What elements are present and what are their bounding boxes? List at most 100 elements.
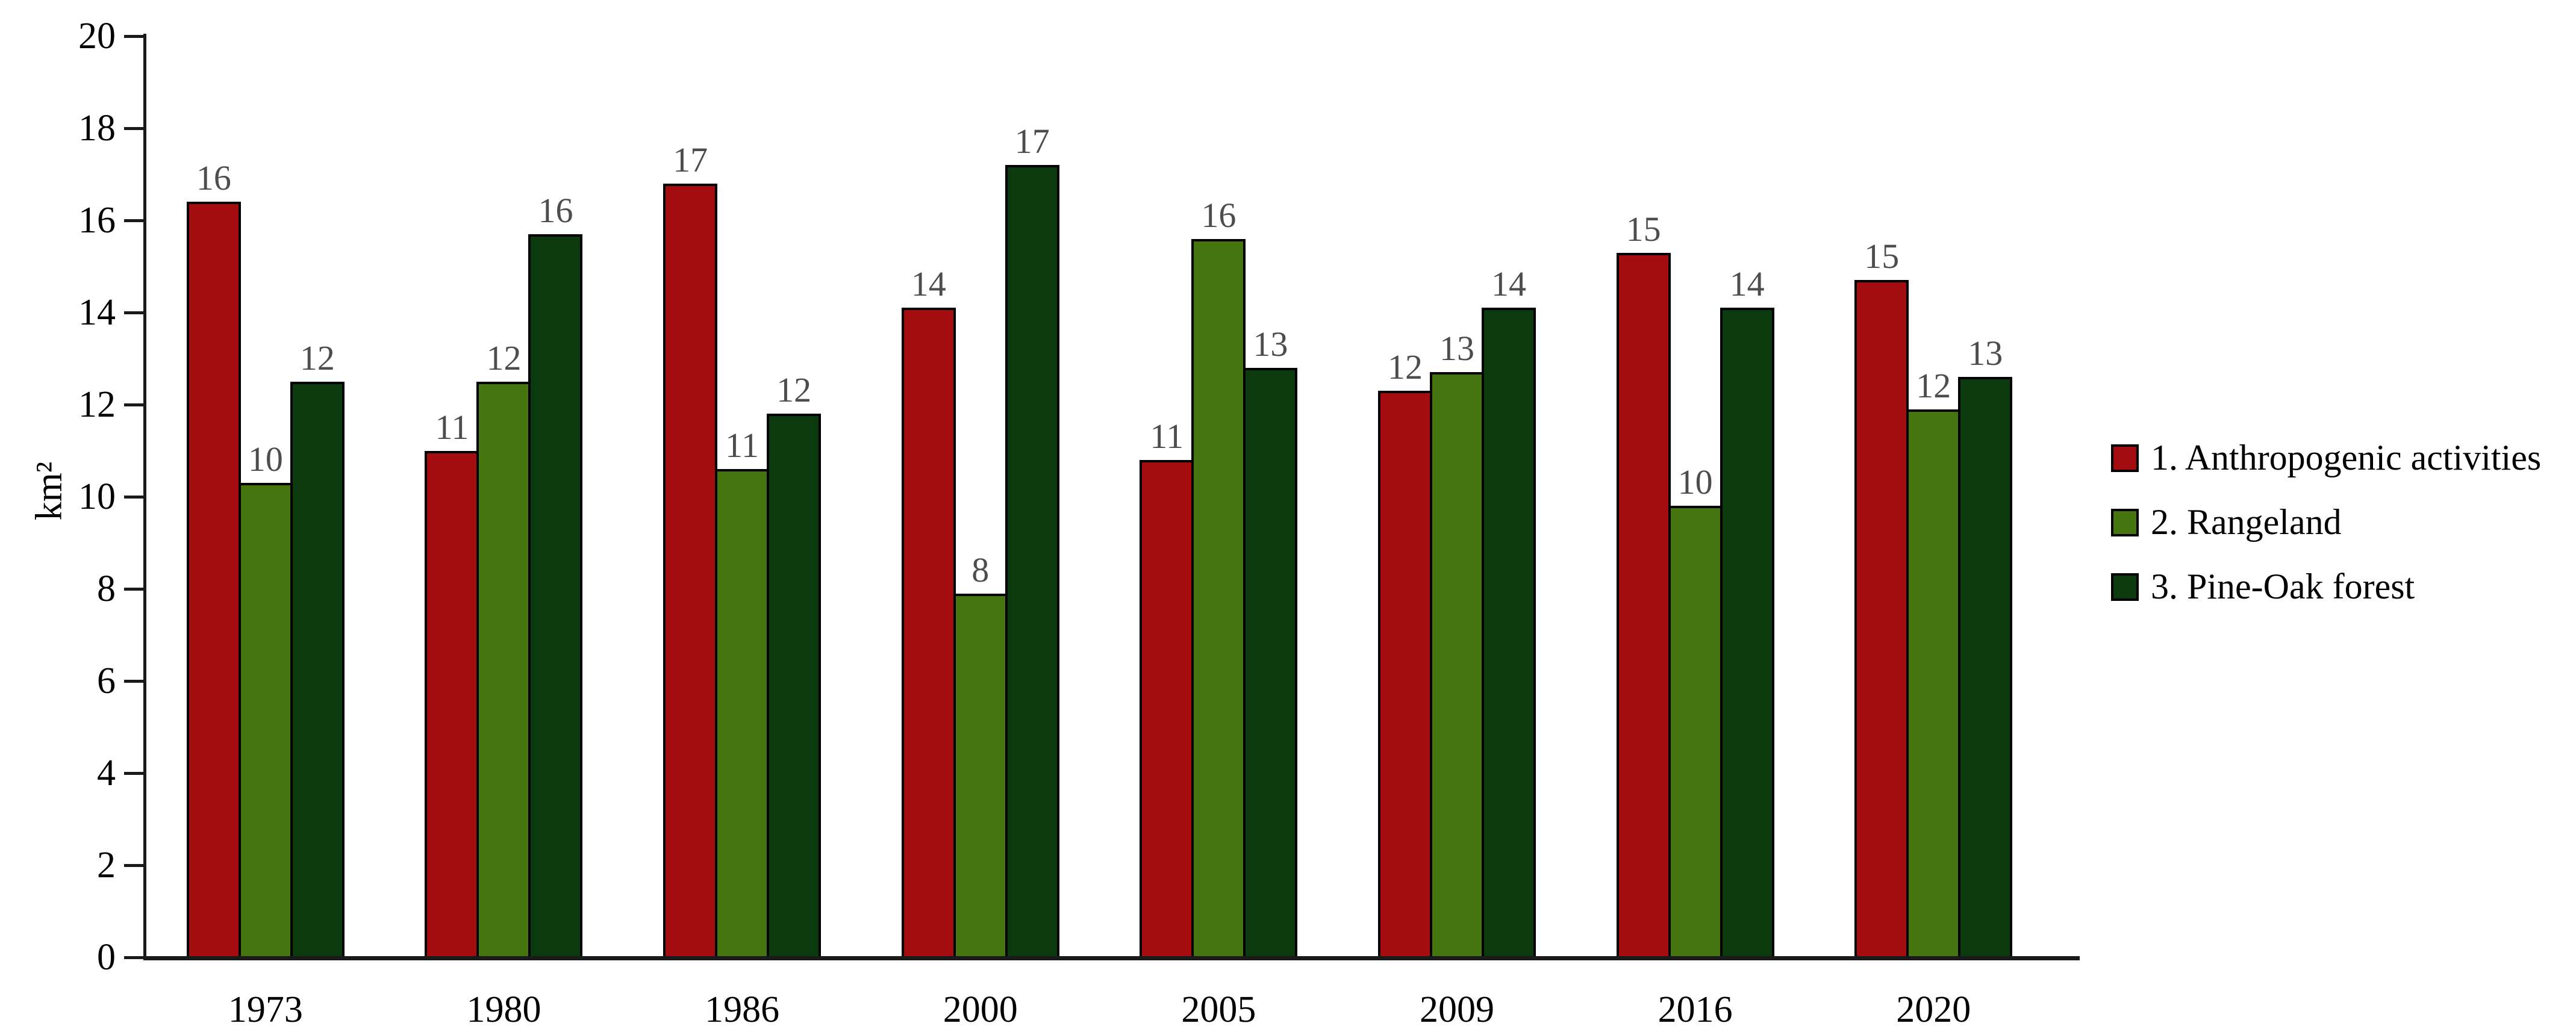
- x-tick-label: 2009: [1419, 989, 1494, 1030]
- bar: 17: [1005, 124, 1059, 957]
- bar-value-label: 16: [538, 190, 573, 230]
- bar-group-2005: 11 16 13 2005: [1100, 36, 1338, 1030]
- bar: 16: [528, 193, 583, 957]
- y-tick-mark: [124, 403, 143, 406]
- y-tick-label: 8: [97, 568, 116, 609]
- x-tick-label: 1973: [228, 989, 303, 1030]
- legend-label: 2. Rangeland: [2151, 502, 2342, 542]
- bar: 11: [425, 409, 479, 957]
- bar-value-label: 14: [1729, 264, 1765, 304]
- legend-swatch: [2111, 573, 2139, 601]
- bar-group-2009: 12 13 14 2009: [1338, 36, 1576, 1030]
- bar: 11: [1140, 418, 1194, 957]
- y-tick-label: 4: [97, 753, 116, 794]
- legend-swatch: [2111, 444, 2139, 472]
- bar: 11: [715, 428, 770, 957]
- bar-value-label: 10: [1677, 462, 1713, 502]
- x-tick-label: 1986: [705, 989, 780, 1030]
- bar-value-label: 14: [911, 264, 946, 304]
- bar: 10: [238, 442, 293, 957]
- bar-value-label: 16: [1201, 195, 1237, 235]
- legend-item: 1. Anthropogenic activities: [2111, 437, 2541, 479]
- x-axis-line: [143, 956, 2080, 960]
- bar-value-label: 12: [486, 338, 522, 378]
- bar-value-label: 12: [776, 370, 812, 410]
- bar-value-label: 12: [1387, 347, 1423, 387]
- bar-value-label: 10: [248, 440, 283, 479]
- bar: 15: [1854, 239, 1909, 957]
- bar: 12: [1906, 368, 1961, 957]
- bar-value-label: 8: [971, 550, 990, 589]
- bar-value-label: 12: [299, 338, 335, 378]
- y-tick-mark: [124, 956, 143, 959]
- y-tick-label: 20: [78, 16, 116, 57]
- bar-value-label: 12: [1916, 365, 1951, 405]
- bar: 12: [476, 340, 531, 957]
- y-tick-mark: [124, 772, 143, 775]
- bar-group-1980: 11 12 16 1980: [385, 36, 623, 1030]
- y-tick-mark: [124, 496, 143, 499]
- bar: 12: [290, 340, 345, 957]
- legend-label: 1. Anthropogenic activities: [2151, 438, 2542, 477]
- bar: 14: [901, 267, 956, 957]
- bar-value-label: 15: [1626, 209, 1661, 249]
- bar: 13: [1243, 326, 1298, 957]
- x-tick-label: 2000: [943, 989, 1018, 1030]
- legend-label: 3. Pine-Oak forest: [2151, 567, 2415, 606]
- x-tick-label: 2020: [1896, 989, 1971, 1030]
- x-tick-label: 2005: [1181, 989, 1256, 1030]
- bar-value-label: 13: [1968, 334, 2003, 373]
- bar-group-1986: 17 11 12 1986: [623, 36, 861, 1030]
- bar: 10: [1668, 465, 1723, 957]
- legend-swatch: [2111, 508, 2139, 536]
- y-tick-mark: [124, 35, 143, 38]
- y-tick-label: 2: [97, 845, 116, 886]
- bar-value-label: 14: [1491, 264, 1526, 304]
- plot-area: 16 10 12 1973 11 12 16 1980 17 11 12 1986 14 8 17 2000 1…: [146, 36, 2053, 1030]
- y-tick-label: 14: [78, 292, 116, 333]
- bar: 16: [1191, 197, 1246, 957]
- bar-value-label: 17: [673, 140, 708, 179]
- y-axis-line: [143, 34, 146, 959]
- bar: 14: [1720, 267, 1774, 957]
- y-tick-label: 6: [97, 660, 116, 701]
- bar-value-label: 11: [1150, 416, 1184, 456]
- y-tick-label: 12: [78, 384, 116, 425]
- legend-item: 3. Pine-Oak forest: [2111, 566, 2541, 608]
- bar: 17: [663, 142, 718, 957]
- y-tick-label: 0: [97, 937, 116, 978]
- bar-value-label: 17: [1014, 122, 1050, 161]
- y-tick-mark: [124, 219, 143, 222]
- bar: 12: [767, 373, 822, 957]
- y-tick-label: 10: [78, 476, 116, 517]
- bar: 13: [1429, 331, 1484, 957]
- bar-value-label: 11: [725, 426, 759, 465]
- bar-value-label: 13: [1253, 324, 1288, 364]
- bar: 14: [1481, 267, 1536, 957]
- legend-item: 2. Rangeland: [2111, 502, 2541, 543]
- y-tick-mark: [124, 864, 143, 867]
- bar-group-1973: 16 10 12 1973: [146, 36, 385, 1030]
- bar: 15: [1616, 211, 1671, 957]
- bar-group-2016: 15 10 14 2016: [1576, 36, 1815, 1030]
- bar: 12: [1377, 350, 1432, 957]
- y-tick-mark: [124, 680, 143, 683]
- y-tick-label: 16: [78, 200, 116, 241]
- bar-value-label: 13: [1439, 329, 1474, 368]
- y-tick-label: 18: [78, 108, 116, 149]
- bar-group-2020: 15 12 13 2020: [1814, 36, 2053, 1030]
- y-tick-mark: [124, 127, 143, 130]
- bar-value-label: 11: [435, 407, 469, 447]
- bar-value-label: 16: [196, 158, 231, 198]
- bar-value-label: 15: [1864, 237, 1900, 276]
- legend: 1. Anthropogenic activities 2. Rangeland 3…: [2111, 437, 2541, 608]
- bar-group-2000: 14 8 17 2000: [861, 36, 1100, 1030]
- bar: 8: [953, 552, 1008, 957]
- x-tick-label: 1980: [466, 989, 541, 1030]
- bar: 13: [1958, 336, 2013, 957]
- y-tick-mark: [124, 588, 143, 591]
- x-tick-label: 2016: [1658, 989, 1733, 1030]
- y-tick-mark: [124, 311, 143, 314]
- bar: 16: [186, 161, 241, 957]
